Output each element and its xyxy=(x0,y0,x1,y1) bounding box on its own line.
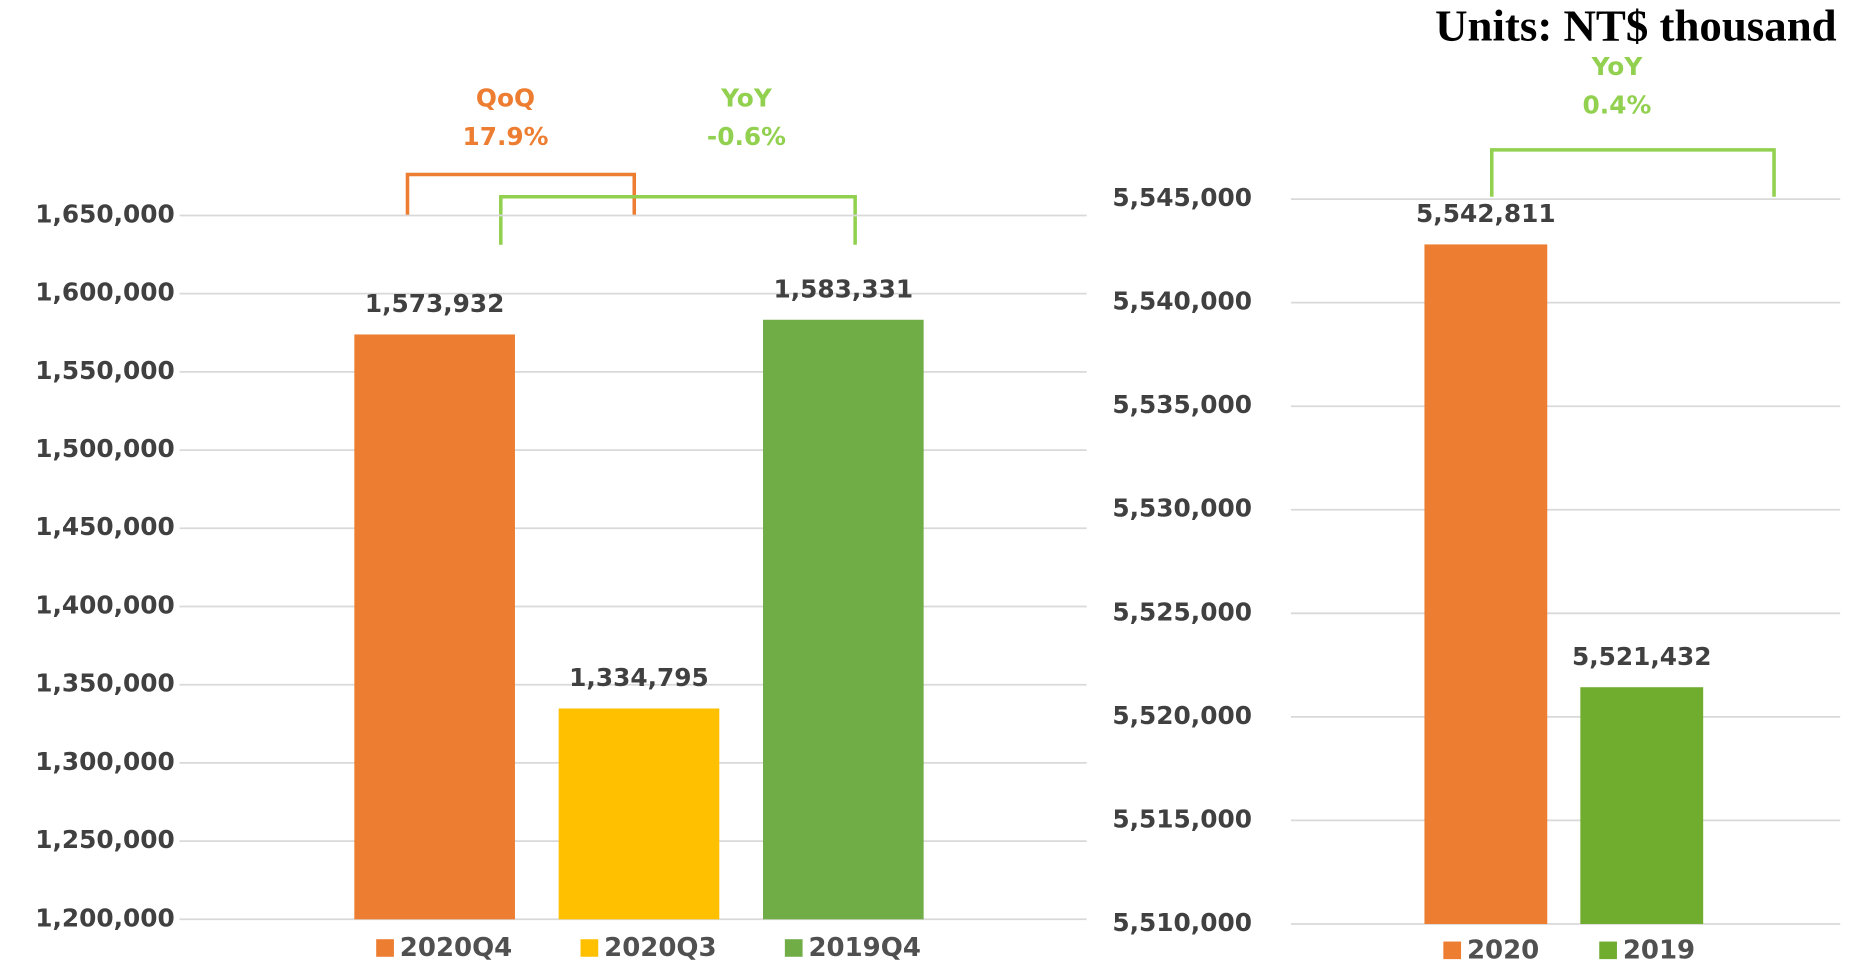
y-tick-label: 5,530,000 xyxy=(1112,494,1252,523)
y-tick-label: 5,545,000 xyxy=(1112,183,1252,212)
y-tick-label: 1,500,000 xyxy=(35,434,175,463)
legend-label: 2019Q4 xyxy=(808,933,920,963)
yoy-bracket xyxy=(499,194,857,245)
legend-swatch xyxy=(1443,941,1462,960)
legend-label: 2020 xyxy=(1467,935,1539,965)
legend-label: 2020Q3 xyxy=(604,933,716,963)
legend-label: 2019 xyxy=(1623,935,1695,965)
legend-swatch xyxy=(1599,941,1617,960)
y-tick-label: 1,550,000 xyxy=(35,356,175,385)
bar xyxy=(354,334,515,920)
y-tick-label: 1,400,000 xyxy=(35,591,175,620)
yoy-bracket xyxy=(1489,148,1776,197)
data-label: 1,573,932 xyxy=(365,289,505,318)
data-label: 5,521,432 xyxy=(1572,642,1712,671)
bar xyxy=(763,319,924,920)
annotation-label: YoY xyxy=(1591,52,1644,81)
y-tick-label: 1,600,000 xyxy=(35,278,175,307)
annotation-label: YoY xyxy=(720,84,773,113)
y-tick-label: 1,250,000 xyxy=(35,825,175,854)
y-tick-label: 5,535,000 xyxy=(1112,390,1252,419)
y-tick-label: 1,450,000 xyxy=(35,512,175,541)
bar xyxy=(1580,687,1704,924)
legend-swatch xyxy=(784,939,803,957)
legend-swatch xyxy=(376,939,394,957)
y-tick-label: 5,510,000 xyxy=(1112,908,1252,937)
y-tick-label: 5,520,000 xyxy=(1112,701,1252,730)
y-tick-label: 1,650,000 xyxy=(35,200,175,229)
legend-swatch xyxy=(580,939,599,957)
annotation-value: -0.6% xyxy=(707,122,786,151)
y-tick-label: 5,540,000 xyxy=(1112,287,1252,316)
annotation-value: 17.9% xyxy=(463,122,549,151)
annotation-label: QoQ xyxy=(476,84,535,113)
annotation-value: 0.4% xyxy=(1583,91,1652,120)
units-title: Units: NT$ thousand xyxy=(1435,1,1837,51)
bar xyxy=(1424,244,1548,924)
legend-label: 2020Q4 xyxy=(400,933,512,963)
y-tick-label: 1,200,000 xyxy=(35,903,175,932)
data-label: 1,334,795 xyxy=(569,663,709,692)
data-label: 5,542,811 xyxy=(1416,199,1556,228)
y-tick-label: 1,300,000 xyxy=(35,747,175,776)
y-tick-label: 5,515,000 xyxy=(1112,804,1252,833)
y-tick-label: 1,350,000 xyxy=(35,669,175,698)
y-tick-label: 5,525,000 xyxy=(1112,597,1252,626)
data-label: 1,583,331 xyxy=(774,275,914,304)
bar xyxy=(558,708,720,920)
